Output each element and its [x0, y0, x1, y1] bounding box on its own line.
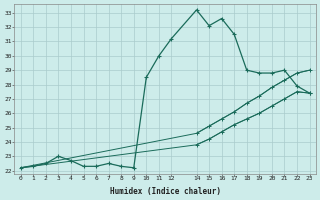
X-axis label: Humidex (Indice chaleur): Humidex (Indice chaleur): [110, 187, 220, 196]
